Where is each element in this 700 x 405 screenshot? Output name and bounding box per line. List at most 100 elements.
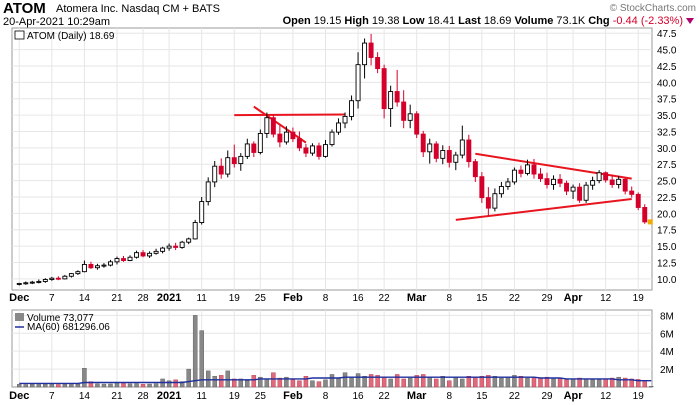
volume-tick-label: 8M — [660, 311, 674, 322]
volume-legend-icon — [15, 313, 24, 321]
price-tick-label: 37.5 — [657, 95, 677, 106]
candle-body — [94, 265, 100, 269]
x-tick-label: 22 — [509, 293, 521, 304]
volume-tick-label: 2M — [660, 365, 674, 376]
volume-bar — [297, 380, 302, 388]
candle-body — [29, 281, 35, 284]
candle-body — [459, 139, 465, 156]
grid-lines — [12, 28, 652, 387]
down-triangle-icon — [686, 18, 694, 25]
volume-bar — [609, 377, 615, 388]
volume-legend-text: Volume 73,077 — [27, 313, 94, 324]
volume-bar — [368, 374, 374, 388]
low-label: Low — [402, 15, 425, 27]
x-tick-label: 12 — [600, 293, 612, 304]
volume-bar — [212, 376, 217, 388]
volume-bar — [134, 383, 139, 388]
volume-bar — [192, 315, 198, 388]
volume-bar — [232, 378, 237, 388]
candle-body — [564, 182, 570, 192]
volume-label: Volume — [514, 15, 554, 27]
candle-legend-icon — [14, 30, 25, 40]
volume-bar — [95, 383, 100, 388]
volume-bar — [121, 383, 126, 388]
candle-body — [557, 178, 563, 184]
volume-tick-label: 6M — [660, 329, 674, 340]
volume-bar — [205, 370, 211, 388]
candle-body — [375, 57, 381, 70]
volume-bar — [277, 377, 283, 388]
volume-bar — [381, 376, 387, 388]
candle-body — [407, 113, 413, 121]
volume-bar — [355, 373, 361, 388]
x-tick-label: 19 — [633, 391, 645, 402]
volume-bar — [375, 375, 380, 388]
price-tick-label: 45.0 — [657, 46, 677, 57]
candle-body — [511, 169, 517, 183]
volume-bar — [17, 384, 22, 388]
candle-body — [166, 245, 172, 249]
chg-value: -0.44 (-2.33%) — [612, 15, 683, 27]
volume-bar — [499, 377, 504, 388]
candle-body — [75, 271, 81, 275]
ticker-symbol: ATOM — [3, 0, 46, 17]
volume-bar — [453, 376, 459, 388]
candle-body — [218, 165, 224, 175]
candle-body — [524, 164, 530, 174]
candle-body — [68, 273, 74, 277]
trendline — [455, 197, 632, 221]
price-tick-label: 27.5 — [657, 160, 677, 171]
candle-body — [577, 186, 583, 201]
price-y-axis: 10.0 12.5 15.0 17.5 20.0 22.5 25.0 27.5 30.0 32.5… — [657, 29, 677, 286]
volume-bar — [147, 383, 152, 388]
ma-line — [19, 376, 652, 385]
volume-bar — [636, 379, 641, 388]
candle-body — [420, 133, 426, 153]
candle-body — [140, 252, 146, 257]
price-tick-label: 32.5 — [657, 127, 677, 138]
x-tick-label: 22 — [379, 293, 391, 304]
candle-body — [309, 145, 315, 154]
candle-body — [492, 193, 498, 209]
volume-bar — [23, 384, 28, 388]
price-tick-label: 42.5 — [657, 62, 677, 73]
volume-bar — [466, 376, 472, 388]
x-tick-label: 25 — [255, 391, 267, 402]
candle-body — [283, 131, 289, 143]
volume-bar — [394, 374, 400, 388]
x-tick-label: 16 — [352, 391, 364, 402]
candle-body — [479, 176, 485, 199]
volume-bar — [420, 374, 426, 388]
volume-bar — [414, 375, 419, 388]
volume-bar — [303, 376, 309, 388]
volume-bar — [82, 367, 87, 388]
x-tick-label: 8 — [446, 293, 452, 304]
volume-bar — [258, 376, 263, 388]
x-tick-label: 22 — [509, 391, 521, 402]
price-tick-label: 10.0 — [657, 275, 677, 286]
volume-bar — [30, 384, 35, 388]
trendlines — [234, 105, 632, 221]
candle-body — [257, 133, 263, 153]
volume-bar — [323, 379, 328, 388]
volume-bar — [342, 372, 348, 388]
price-tick-label: 17.5 — [657, 226, 677, 237]
volume-bar — [577, 377, 582, 388]
candle-body — [81, 264, 87, 273]
candle-body — [101, 264, 107, 267]
candle-body — [42, 279, 48, 282]
open-label: Open — [282, 15, 311, 27]
candle-body — [316, 145, 322, 157]
trendline — [475, 152, 632, 180]
candle-body — [472, 161, 478, 178]
x-tick-label: 22 — [379, 391, 391, 402]
candle-body — [498, 186, 504, 195]
volume-bar — [264, 378, 270, 388]
price-legend-text: ATOM (Daily) 18.69 — [27, 31, 115, 42]
volume-bar — [349, 376, 354, 388]
volume-bar — [434, 378, 439, 388]
candle-body — [603, 172, 609, 181]
candle-body — [583, 184, 589, 201]
candle-body — [121, 258, 126, 261]
candle-body — [88, 264, 94, 269]
